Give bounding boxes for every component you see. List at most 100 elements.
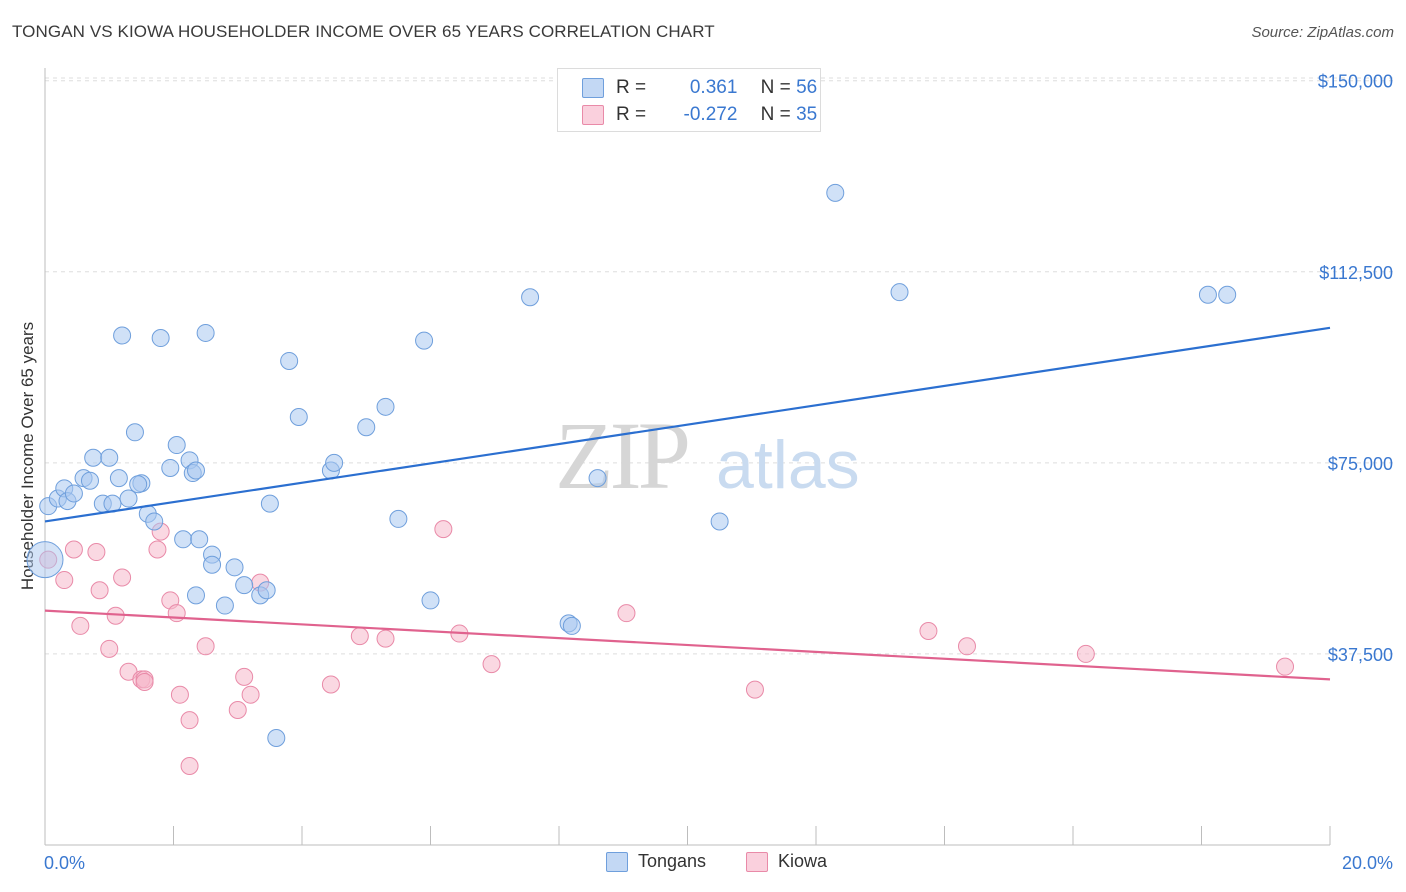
kiowa-point xyxy=(241,685,260,704)
axes xyxy=(44,68,1331,846)
kiowa-trend-line xyxy=(44,609,1331,681)
x-tick-label: 0.0% xyxy=(44,853,85,873)
trend-lines xyxy=(44,326,1331,681)
kiowa-point xyxy=(180,757,199,776)
y-tick-label: $75,000 xyxy=(1328,454,1393,474)
legend-r-label: R = xyxy=(616,77,647,98)
tongans-point xyxy=(588,469,607,488)
tongans-point xyxy=(325,453,344,472)
kiowa-point xyxy=(71,616,90,635)
tongans-point xyxy=(80,471,99,490)
tongans-point xyxy=(421,591,440,610)
tongans-point xyxy=(260,494,279,513)
kiowa-point xyxy=(482,655,501,674)
tongans-point xyxy=(267,729,286,748)
correlation-legend: R = 0.361 N = 56 R = -0.272 N = 35 xyxy=(557,68,821,132)
y-tick-label: $112,500 xyxy=(1319,263,1393,283)
tongans-point xyxy=(257,581,276,600)
tongans-point xyxy=(280,351,299,370)
tongans-point xyxy=(186,461,205,480)
tongans-points xyxy=(26,183,1237,748)
kiowa-point xyxy=(617,604,636,623)
kiowa-point xyxy=(100,639,119,658)
legend-row-kiowa: R = -0.272 N = 35 xyxy=(582,104,817,126)
tongans-point xyxy=(167,436,186,455)
chart-source: Source: ZipAtlas.com xyxy=(1251,24,1394,41)
legend-row-tongans: R = 0.361 N = 56 xyxy=(582,77,817,99)
tongans-legend-label: Tongans xyxy=(638,851,707,871)
tongans-point xyxy=(235,576,254,595)
tongans-point xyxy=(174,530,193,549)
legend-n-label: N = xyxy=(760,77,791,98)
tongans-point-large xyxy=(26,541,64,579)
kiowa-point xyxy=(113,568,132,587)
kiowa-points xyxy=(39,520,1295,776)
kiowa-point xyxy=(180,711,199,730)
grid-lines xyxy=(45,77,1395,655)
kiowa-point xyxy=(228,700,247,719)
tongans-point xyxy=(186,586,205,605)
tongans-point xyxy=(84,448,103,467)
tongans-point xyxy=(710,512,729,531)
kiowa-point xyxy=(919,622,938,641)
tick-labels: $37,500 $75,000 $112,500 $150,000 0.0% 20.0% xyxy=(44,72,1393,873)
tongans-point xyxy=(113,326,132,345)
kiowa-point xyxy=(64,540,83,559)
y-tick-label: $150,000 xyxy=(1318,72,1393,92)
tongans-point xyxy=(109,469,128,488)
kiowa-point xyxy=(957,637,976,656)
tongans-point xyxy=(125,423,144,442)
tongans-legend-swatch xyxy=(606,852,628,873)
tongans-point xyxy=(376,397,395,416)
tongans-point xyxy=(562,616,581,635)
kiowa-point xyxy=(90,581,109,600)
tongans-point xyxy=(357,418,376,437)
tongans-point xyxy=(289,408,308,427)
tongans-point xyxy=(161,458,180,477)
watermark-zip: ZIP xyxy=(555,402,688,509)
kiowa-point xyxy=(135,672,154,691)
tongans-point xyxy=(1198,285,1217,304)
tongans-point xyxy=(203,555,222,574)
tongans-point xyxy=(129,475,148,494)
legend-r-label: R = xyxy=(616,104,647,125)
kiowa-point xyxy=(745,680,764,699)
tongans-point xyxy=(190,530,209,549)
tongans-point xyxy=(890,283,909,302)
kiowa-point xyxy=(321,675,340,694)
tongans-point xyxy=(100,448,119,467)
kiowa-point xyxy=(1076,644,1095,663)
kiowa-point xyxy=(55,571,74,590)
kiowa-point xyxy=(196,637,215,656)
kiowa-point xyxy=(235,667,254,686)
y-tick-label: $37,500 xyxy=(1328,645,1393,665)
kiowa-point xyxy=(434,520,453,539)
tongans-point xyxy=(215,596,234,615)
tongans-point xyxy=(196,323,215,342)
x-tick-label: 20.0% xyxy=(1342,853,1393,873)
bottom-legend-tongans: Tongans xyxy=(606,851,707,873)
kiowa-legend-swatch xyxy=(746,852,768,873)
kiowa-n-value: 35 xyxy=(796,104,818,125)
tongans-point xyxy=(151,329,170,348)
kiowa-point xyxy=(1276,657,1295,676)
kiowa-r-value: -0.272 xyxy=(683,104,738,125)
kiowa-point xyxy=(148,540,167,559)
tongans-point xyxy=(389,509,408,528)
tongans-point xyxy=(225,558,244,577)
tongans-point xyxy=(521,288,540,307)
tongans-point xyxy=(119,489,138,508)
bottom-legend-kiowa: Kiowa xyxy=(746,851,828,873)
tongans-point xyxy=(415,331,434,350)
tongans-r-value: 0.361 xyxy=(689,77,738,98)
tongans-trend-line xyxy=(44,326,1331,523)
kiowa-point xyxy=(167,604,186,623)
tongans-point xyxy=(64,484,83,503)
tongans-n-value: 56 xyxy=(796,77,818,98)
kiowa-legend-label: Kiowa xyxy=(778,851,828,871)
watermark-atlas: atlas xyxy=(716,427,860,503)
chart-title: TONGAN VS KIOWA HOUSEHOLDER INCOME OVER … xyxy=(12,22,715,41)
kiowa-point xyxy=(87,543,106,562)
kiowa-point xyxy=(376,629,395,648)
